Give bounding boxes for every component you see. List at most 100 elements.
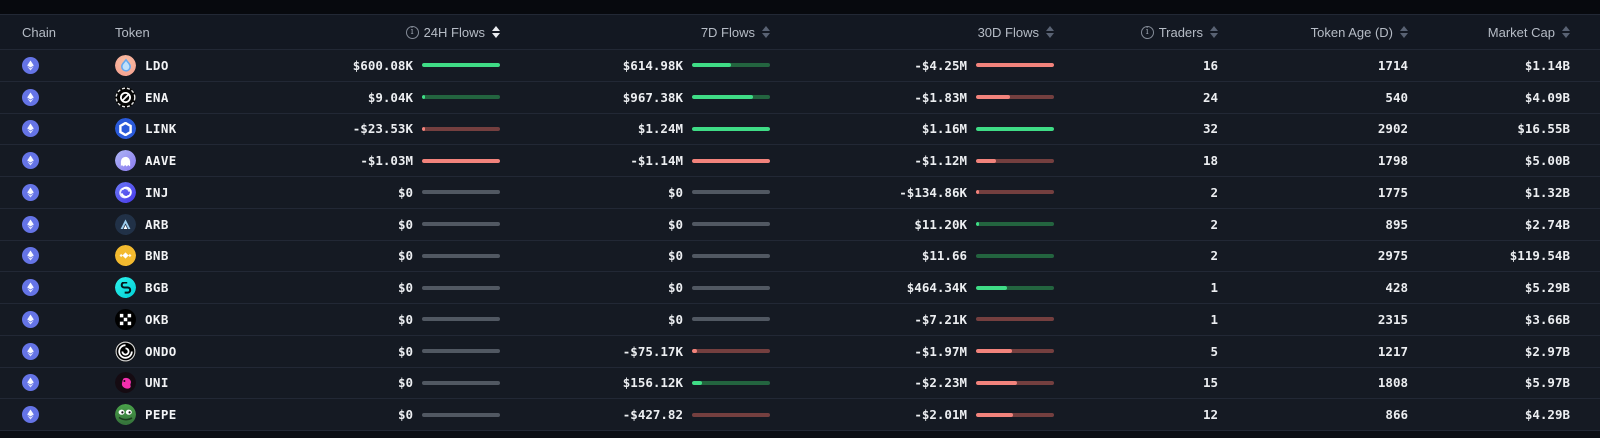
table-row-ena[interactable]: ENA $9.04K $967.38K -$1.83M 24 540 $4.09… [0,80,1600,113]
traders-value: 24 [1202,89,1218,105]
ldo-token-icon [115,54,136,76]
column-header-30d-flows[interactable]: 30D Flows [770,25,1054,40]
flow-30d-cell: -$1.97M [770,344,1054,359]
flow-24h-cell: $9.04K [300,90,500,105]
flow-30d-bar [976,285,1054,290]
token-cell[interactable]: UNI [115,372,300,394]
token-age-value: 1714 [1377,57,1408,73]
flow-7d-value: $967.38K [622,89,683,105]
flow-7d-cell: $967.38K [500,90,770,105]
pepe-token-icon [115,404,136,426]
column-header-market-cap[interactable]: Market Cap [1412,25,1600,40]
flow-7d-value: $0 [667,280,683,296]
chain-cell [0,183,115,201]
flow-7d-cell: $156.12K [500,375,770,390]
ena-token-icon [115,86,136,108]
ethereum-chain-icon [22,56,39,74]
sort-icon[interactable] [1210,26,1218,38]
flow-30d-bar [976,158,1054,163]
flow-30d-value: -$134.86K [899,184,967,200]
market-cap-value: $5.97B [1524,375,1570,391]
flow-7d-bar [692,317,770,322]
flow-30d-cell: -$134.86K [770,185,1054,200]
flow-30d-value: $11.20K [914,216,967,232]
column-header-24h-flows[interactable]: i 24H Flows [300,25,500,40]
flow-7d-bar [692,412,770,417]
token-symbol: LDO [145,57,169,73]
token-cell[interactable]: OKB [115,308,300,330]
token-cell[interactable]: LDO [115,54,300,76]
column-header-traders[interactable]: i Traders [1054,25,1222,40]
ethereum-chain-icon [22,183,39,201]
ethereum-chain-icon [22,374,39,392]
flow-30d-cell: $1.16M [770,121,1054,136]
table-row-okb[interactable]: OKB $0 $0 -$7.21K 1 2315 $3.66B [0,303,1600,335]
ethereum-chain-icon [22,120,39,138]
table-row-arb[interactable]: ARB $0 $0 $11.20K 2 895 $2.74B [0,207,1600,240]
flow-24h-value: $0 [397,375,413,391]
table-row-bnb[interactable]: BNB $0 $0 $11.66 2 2975 $119.54B [0,239,1600,272]
token-age-value: 866 [1385,407,1408,423]
flow-7d-cell: $0 [500,217,770,232]
sort-icon[interactable] [1562,26,1570,38]
column-header-token-age[interactable]: Token Age (D) [1222,25,1412,40]
table-row-uni[interactable]: UNI $0 $156.12K -$2.23M 15 1808 $5.97B [0,366,1600,399]
flow-24h-bar [422,349,500,354]
flow-7d-bar [692,158,770,163]
flow-30d-value: -$1.12M [914,153,967,169]
flow-24h-value: -$1.03M [360,153,413,169]
token-age-value: 540 [1385,89,1408,105]
flow-30d-value: $11.66 [921,248,967,264]
flow-7d-cell: $0 [500,312,770,327]
token-cell[interactable]: AAVE [115,150,300,172]
flow-7d-value: $0 [667,184,683,200]
flow-7d-bar [692,63,770,68]
chain-cell [0,215,115,233]
sort-icon[interactable] [1046,26,1054,38]
flow-24h-cell: -$1.03M [300,153,500,168]
column-header-7d-flows[interactable]: 7D Flows [500,25,770,40]
traders-value: 16 [1202,57,1218,73]
sort-icon[interactable] [492,26,500,38]
flow-30d-bar [976,222,1054,227]
flow-24h-cell: $0 [300,375,500,390]
sort-icon[interactable] [762,26,770,38]
aave-token-icon [115,150,136,172]
chain-cell [0,152,115,170]
chain-cell [0,120,115,138]
table-row-pepe[interactable]: PEPE $0 -$427.82 -$2.01M 12 866 $4.29B [0,398,1600,430]
traders-value: 5 [1210,343,1218,359]
token-cell[interactable]: BGB [115,277,300,299]
table-row-link[interactable]: LINK -$23.53K $1.24M $1.16M 32 2902 $16.… [0,112,1600,145]
flow-7d-bar [692,95,770,100]
token-cell[interactable]: ONDO [115,340,300,362]
flow-30d-value: -$2.23M [914,375,967,391]
flow-30d-bar [976,349,1054,354]
ethereum-chain-icon [22,279,39,297]
column-label: Token Age (D) [1310,24,1393,40]
ethereum-chain-icon [22,310,39,328]
flow-7d-value: -$75.17K [622,343,683,359]
sort-icon[interactable] [1400,26,1408,38]
token-age-value: 895 [1385,216,1408,232]
token-cell[interactable]: PEPE [115,404,300,426]
flow-7d-bar [692,126,770,131]
table-row-aave[interactable]: AAVE -$1.03M -$1.14M -$1.12M 18 1798 $5.… [0,144,1600,176]
column-header-chain: Chain [0,25,115,40]
token-cell[interactable]: ENA [115,86,300,108]
token-cell[interactable]: BNB [115,245,300,267]
token-cell[interactable]: LINK [115,118,300,140]
column-label: Market Cap [1487,24,1555,40]
flow-24h-cell: $0 [300,185,500,200]
flow-7d-bar [692,349,770,354]
table-row-ldo[interactable]: LDO $600.08K $614.98K -$4.25M 16 1714 $1… [0,49,1600,81]
flow-24h-bar [422,222,500,227]
table-row-inj[interactable]: INJ $0 $0 -$134.86K 2 1775 $1.32B [0,176,1600,208]
flow-24h-bar [422,190,500,195]
flow-24h-value: -$23.53K [352,121,413,137]
flow-24h-bar [422,126,500,131]
token-cell[interactable]: INJ [115,181,300,203]
table-row-ondo[interactable]: ONDO $0 -$75.17K -$1.97M 5 1217 $2.97B [0,334,1600,367]
token-cell[interactable]: ARB [115,213,300,235]
table-row-bgb[interactable]: BGB $0 $0 $464.34K 1 428 $5.29B [0,271,1600,303]
